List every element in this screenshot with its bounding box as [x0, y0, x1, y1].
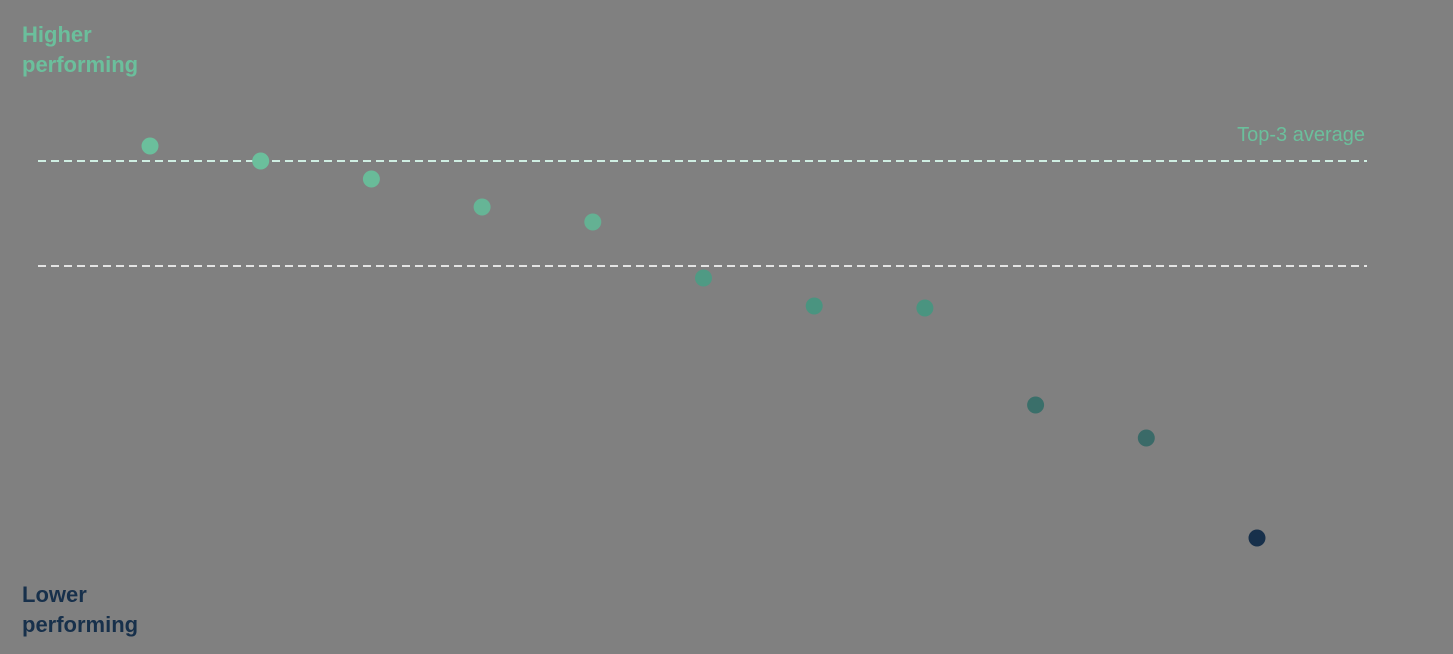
dot: [473, 198, 491, 216]
dot: [141, 137, 159, 155]
bottom-label: Lower performing: [22, 582, 139, 637]
dot: [916, 299, 934, 317]
dot: [362, 170, 380, 188]
dot: [805, 297, 823, 315]
dot: [695, 269, 712, 287]
dot: [252, 152, 270, 170]
dot: [1248, 529, 1266, 547]
dot: [1137, 429, 1155, 447]
dot: [584, 213, 602, 231]
dot: [1027, 396, 1045, 414]
reference-label: Top-3 average: [1237, 124, 1365, 146]
top-label: Higher performing: [22, 22, 139, 77]
